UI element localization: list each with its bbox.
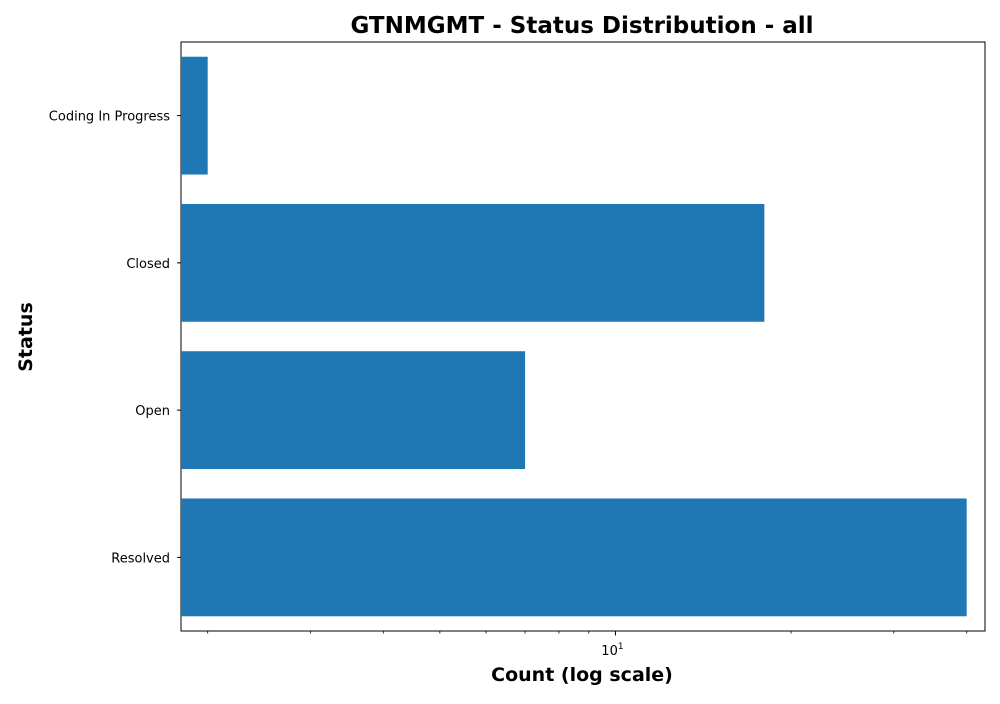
bar-resolved (181, 498, 967, 617)
bar-open (181, 351, 526, 470)
bar-closed (181, 203, 765, 322)
x-axis-label: Count (log scale) (491, 664, 673, 686)
y-axis-ticks: Coding In Progress Closed Open Resolved (49, 110, 181, 566)
y-axis-label: Status (15, 302, 37, 372)
y-tick-label: Closed (126, 257, 170, 272)
plot-area-frame (180, 41, 986, 632)
y-tick-label: Resolved (111, 551, 170, 566)
bars-layer (181, 56, 967, 617)
x-axis-ticks: 101 (207, 631, 968, 659)
y-tick-label: Open (135, 404, 170, 419)
chart-title: GTNMGMT - Status Distribution - all (350, 13, 813, 39)
bar-coding-in-progress (181, 56, 208, 175)
y-tick-label: Coding In Progress (49, 110, 170, 125)
x-tick-label: 101 (601, 642, 623, 659)
